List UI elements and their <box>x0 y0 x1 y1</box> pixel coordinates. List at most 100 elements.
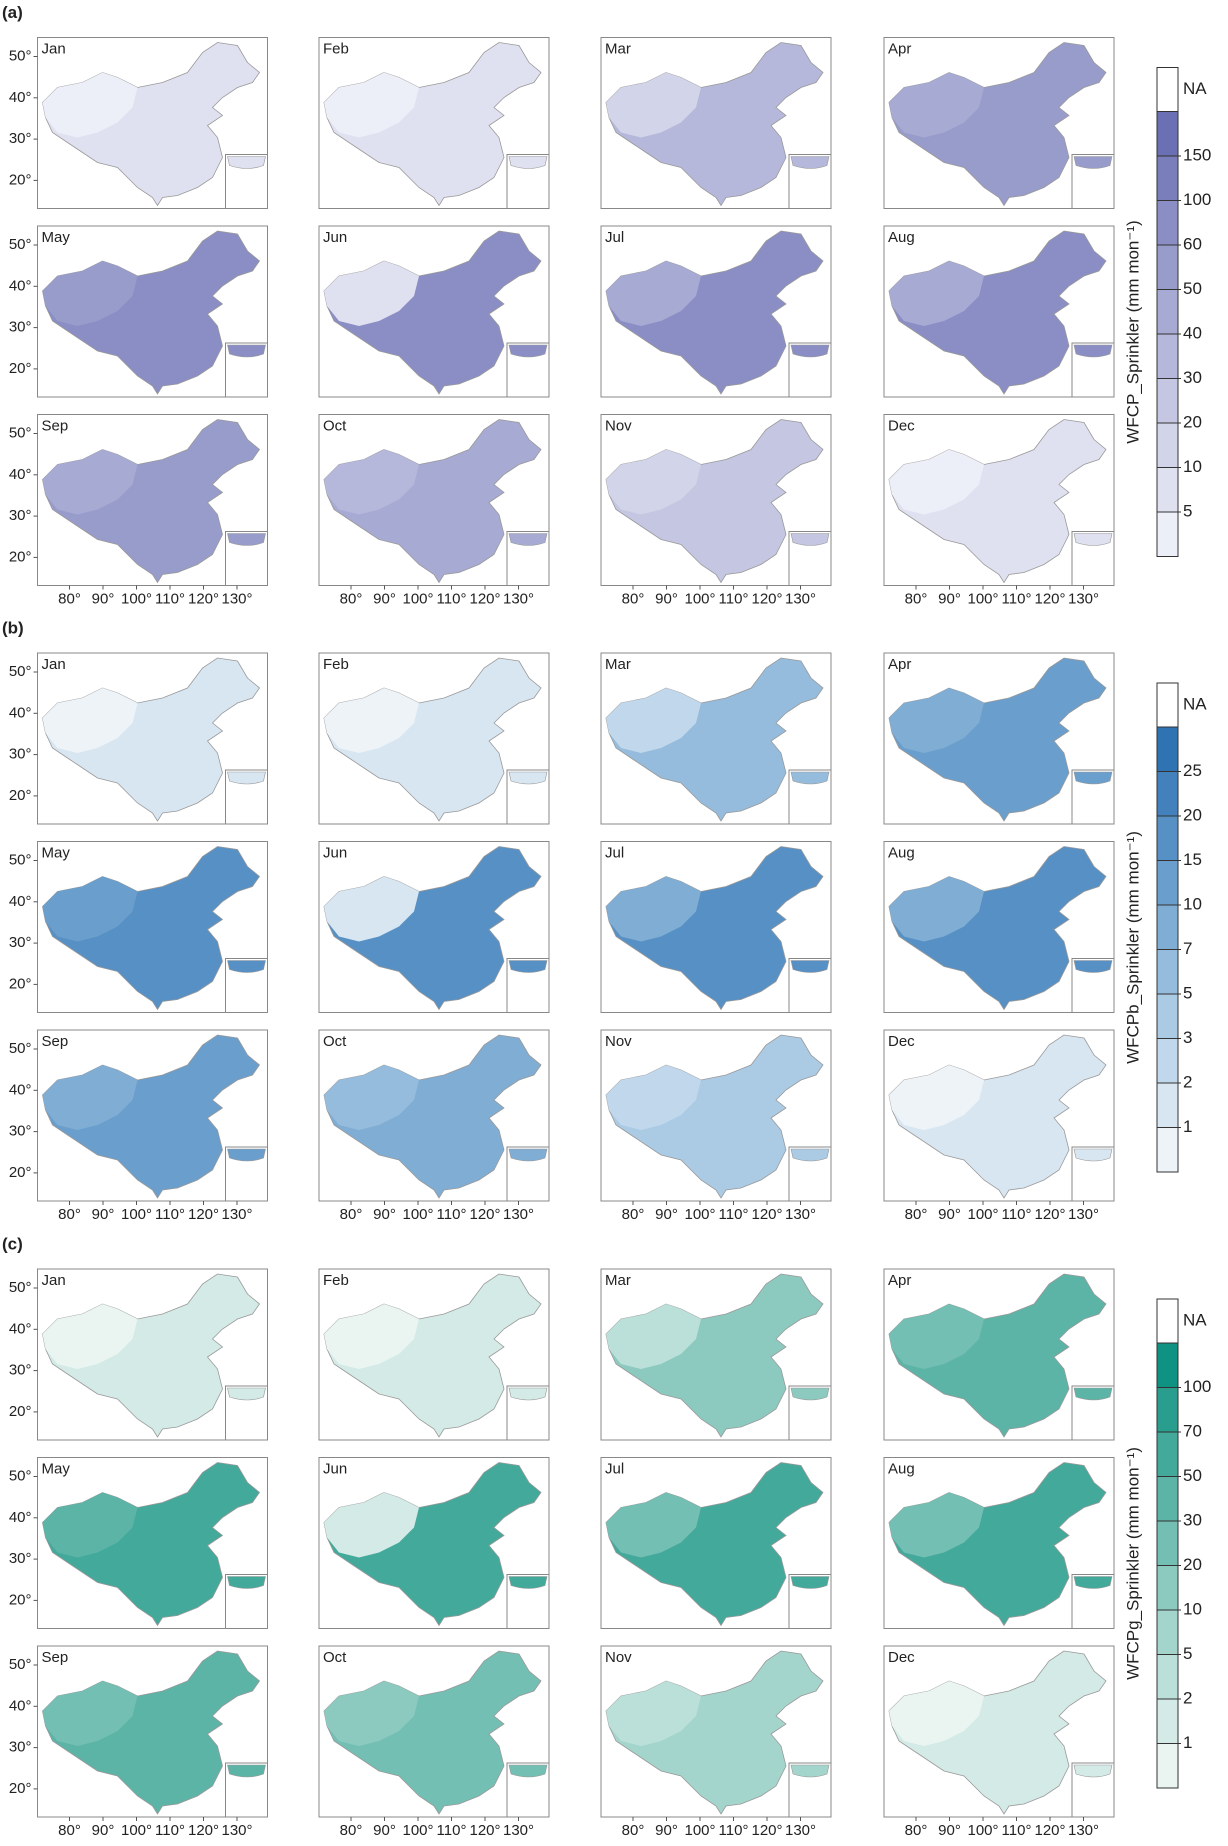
lat-tick-label: 40° <box>9 1081 32 1098</box>
inset-fill <box>791 157 829 169</box>
colorbar-segment <box>1157 112 1178 157</box>
map: Sep <box>38 1030 268 1201</box>
lon-tick-label: 100° <box>121 1822 152 1839</box>
colorbar-segment <box>1157 334 1178 379</box>
lon-tick-label: 100° <box>967 1206 998 1223</box>
colorbar-title: WFCPb_Sprinkler (mm mon⁻¹) <box>1123 831 1142 1064</box>
colorbar-segment <box>1157 1744 1178 1789</box>
lat-tick-label: 40° <box>9 1509 32 1526</box>
lat-tick-label: 20° <box>9 787 32 804</box>
lon-tick-label: 110° <box>1002 590 1032 607</box>
inset-fill <box>1074 534 1112 546</box>
colorbar-tick-label: 70 <box>1183 1421 1202 1440</box>
month-label: Jan <box>42 656 66 673</box>
month-label: Oct <box>323 417 347 434</box>
lon-tick-label: 80° <box>340 590 363 607</box>
inset-fill <box>1074 772 1112 784</box>
lon-tick-label: 100° <box>684 1822 715 1839</box>
lon-tick-label: 110° <box>437 590 467 607</box>
colorbar-segment <box>1157 772 1178 817</box>
inset-fill <box>509 772 547 784</box>
inset-fill <box>791 772 829 784</box>
month-label: Jul <box>605 844 624 861</box>
colorbar-segment <box>1157 423 1178 468</box>
colorbar-tick-label: 20 <box>1183 805 1202 824</box>
colorbar-segment <box>1157 1655 1178 1700</box>
page: (a)Jan50°40°30°20°FebMarAprMay50°40°30°2… <box>0 0 1228 1846</box>
lon-tick-label: 130° <box>1068 1822 1099 1839</box>
lon-tick-label: 110° <box>155 590 185 607</box>
lat-tick-label: 20° <box>9 360 32 377</box>
lat-tick-label: 40° <box>9 466 32 483</box>
month-label: May <box>42 844 71 861</box>
colorbar-tick-label: 1 <box>1183 1733 1192 1752</box>
lon-tick-label: 80° <box>905 590 928 607</box>
lat-tick-label: 30° <box>9 934 32 951</box>
inset-fill <box>1074 345 1112 357</box>
map: Nov <box>601 415 831 586</box>
map: Dec <box>884 1030 1114 1201</box>
lon-tick-label: 120° <box>188 1206 219 1223</box>
month-label: Apr <box>888 1272 911 1289</box>
inset-fill <box>509 1765 547 1777</box>
colorbar-segment <box>1157 1477 1178 1522</box>
na-box <box>1157 68 1178 112</box>
colorbar-segment <box>1157 1610 1178 1655</box>
lon-tick-label: 110° <box>1002 1206 1032 1223</box>
colorbar-title: WFCPg_Sprinkler (mm mon⁻¹) <box>1123 1447 1142 1680</box>
month-label: Apr <box>888 656 911 673</box>
inset-fill <box>228 1388 266 1400</box>
lon-tick-label: 130° <box>503 1206 534 1223</box>
month-label: May <box>42 229 71 246</box>
lon-tick-label: 110° <box>719 1206 749 1223</box>
lat-tick-label: 50° <box>9 1040 32 1057</box>
lon-tick-label: 100° <box>402 590 433 607</box>
lat-tick-label: 40° <box>9 1320 32 1337</box>
lon-tick-label: 120° <box>1034 1822 1065 1839</box>
inset-fill <box>228 1149 266 1161</box>
colorbar-tick-label: 2 <box>1183 1688 1192 1707</box>
lon-tick-label: 80° <box>340 1206 363 1223</box>
lon-tick-label: 110° <box>719 590 749 607</box>
colorbar-tick-label: 3 <box>1183 1028 1192 1047</box>
colorbar-segment <box>1157 245 1178 290</box>
month-label: Feb <box>323 40 349 57</box>
lon-tick-label: 130° <box>503 590 534 607</box>
lon-tick-label: 130° <box>503 1822 534 1839</box>
lon-tick-label: 120° <box>188 590 219 607</box>
map: May <box>38 1458 268 1629</box>
colorbar-tick-label: 30 <box>1183 1510 1202 1529</box>
panel-label: (b) <box>2 618 24 637</box>
lon-tick-label: 100° <box>684 590 715 607</box>
colorbar-tick-label: 10 <box>1183 1599 1202 1618</box>
colorbar-tick-label: 10 <box>1183 457 1202 476</box>
month-label: Apr <box>888 40 911 57</box>
colorbar-segment <box>1157 1128 1178 1173</box>
lon-tick-label: 100° <box>121 590 152 607</box>
month-label: Feb <box>323 1272 349 1289</box>
lat-tick-label: 40° <box>9 89 32 106</box>
month-label: Mar <box>605 40 631 57</box>
map: Jan <box>38 1269 268 1440</box>
lon-tick-label: 130° <box>221 1206 252 1223</box>
map: May <box>38 226 268 397</box>
lon-tick-label: 90° <box>938 1822 961 1839</box>
map: Oct <box>319 1030 549 1201</box>
colorbar-tick-label: 10 <box>1183 894 1202 913</box>
map: Jun <box>319 842 549 1013</box>
colorbar-title: WFCP_Sprinkler (mm mon⁻¹) <box>1123 220 1142 443</box>
map: Sep <box>38 415 268 586</box>
lon-tick-label: 130° <box>221 590 252 607</box>
month-label: Aug <box>888 1460 915 1477</box>
inset-fill <box>1074 1149 1112 1161</box>
lat-tick-label: 40° <box>9 893 32 910</box>
month-label: Jul <box>605 1460 624 1477</box>
lon-tick-label: 80° <box>340 1822 363 1839</box>
month-label: Dec <box>888 1649 915 1666</box>
inset-fill <box>228 157 266 169</box>
lat-tick-label: 30° <box>9 1123 32 1140</box>
lat-tick-label: 50° <box>9 424 32 441</box>
inset-fill <box>509 961 547 973</box>
lat-tick-label: 30° <box>9 1550 32 1567</box>
na-label: NA <box>1183 694 1207 713</box>
